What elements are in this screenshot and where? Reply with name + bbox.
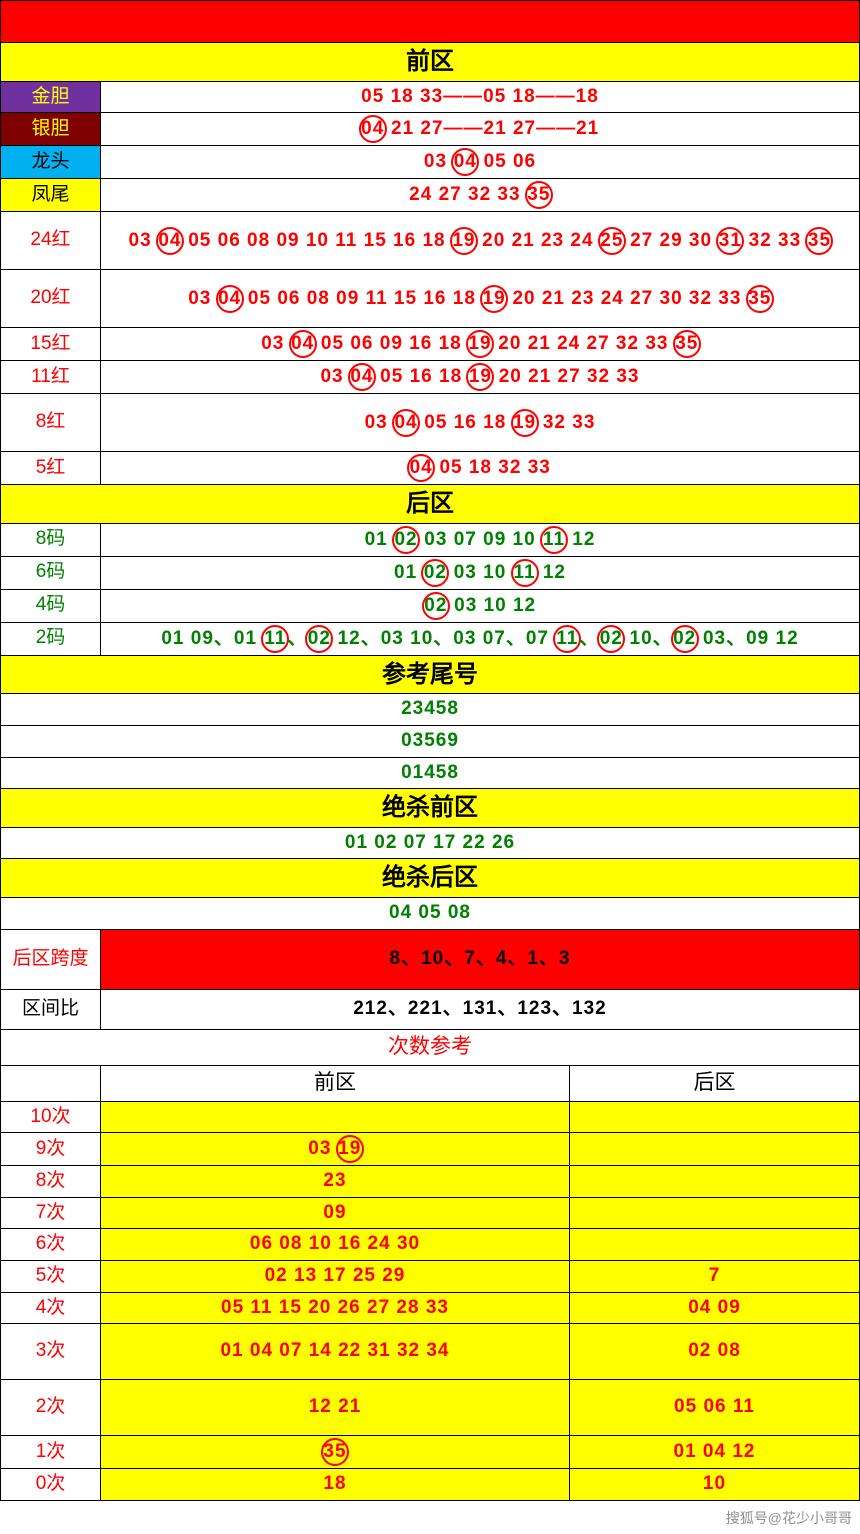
freq-blank	[1, 1065, 101, 1101]
freq-front-4: 06 08 10 16 24 30	[101, 1229, 570, 1261]
freq-label-7: 3次	[1, 1324, 101, 1380]
freq-front-3: 09	[101, 1197, 570, 1229]
front-nums-9: 04 05 18 32 33	[101, 452, 860, 485]
front-label-3: 凤尾	[1, 179, 101, 212]
freq-label-10: 0次	[1, 1469, 101, 1501]
back-nums-1: 01 02 03 10 11 12	[101, 556, 860, 589]
freq-label-0: 10次	[1, 1101, 101, 1133]
freq-back-hdr: 后区	[569, 1065, 859, 1101]
freq-front-0	[101, 1101, 570, 1133]
back-nums-2: 02 03 10 12	[101, 589, 860, 622]
front-nums-1: 04 21 27——21 27——21	[101, 113, 860, 146]
freq-back-10: 10	[569, 1469, 859, 1501]
front-nums-5: 03 04 05 06 08 09 11 15 16 18 19 20 21 2…	[101, 270, 860, 328]
section-tail: 参考尾号	[1, 655, 860, 694]
front-nums-3: 24 27 32 33 35	[101, 179, 860, 212]
front-label-0: 金胆	[1, 81, 101, 113]
front-nums-4: 03 04 05 06 08 09 10 11 15 16 18 19 20 2…	[101, 212, 860, 270]
front-label-6: 15红	[1, 328, 101, 361]
tail-0: 23458	[1, 694, 860, 726]
front-label-1: 银胆	[1, 113, 101, 146]
front-label-4: 24红	[1, 212, 101, 270]
killback-val: 04 05 08	[1, 897, 860, 929]
back-label-3: 2码	[1, 622, 101, 655]
freq-front-9: 35	[101, 1436, 570, 1469]
freq-front-2: 23	[101, 1166, 570, 1198]
freq-front-1: 03 19	[101, 1133, 570, 1166]
back-label-0: 8码	[1, 523, 101, 556]
freq-back-8: 05 06 11	[569, 1380, 859, 1436]
front-label-7: 11红	[1, 361, 101, 394]
back-nums-3: 01 09、01 11、02 12、03 10、03 07、07 11、02 1…	[101, 622, 860, 655]
freq-label-2: 8次	[1, 1166, 101, 1198]
freq-label-8: 2次	[1, 1380, 101, 1436]
freq-back-9: 01 04 12	[569, 1436, 859, 1469]
front-label-8: 8红	[1, 394, 101, 452]
section-freq: 次数参考	[1, 1029, 860, 1065]
front-nums-0: 05 18 33——05 18——18	[101, 81, 860, 113]
lottery-table: 花少小哥哥大乐透2022年010期——贵在坚持，不怕千万次落空，只要一次登顶成功…	[0, 0, 860, 1501]
freq-back-3	[569, 1197, 859, 1229]
front-label-9: 5红	[1, 452, 101, 485]
freq-front-7: 01 04 07 14 22 31 32 34	[101, 1324, 570, 1380]
freq-back-2	[569, 1166, 859, 1198]
watermark: 搜狐号@花少小哥哥	[726, 1508, 852, 1528]
freq-back-7: 02 08	[569, 1324, 859, 1380]
front-nums-8: 03 04 05 16 18 19 32 33	[101, 394, 860, 452]
span-val: 8、10、7、4、1、3	[101, 929, 860, 989]
section-front: 前区	[1, 43, 860, 82]
freq-back-1	[569, 1133, 859, 1166]
front-label-2: 龙头	[1, 146, 101, 179]
ratio-val: 212、221、131、123、132	[101, 989, 860, 1029]
back-nums-0: 01 02 03 07 09 10 11 12	[101, 523, 860, 556]
freq-front-10: 18	[101, 1469, 570, 1501]
freq-front-8: 12 21	[101, 1380, 570, 1436]
back-label-1: 6码	[1, 556, 101, 589]
killfront-val: 01 02 07 17 22 26	[1, 827, 860, 859]
back-label-2: 4码	[1, 589, 101, 622]
freq-label-6: 4次	[1, 1292, 101, 1324]
freq-front-5: 02 13 17 25 29	[101, 1260, 570, 1292]
freq-back-5: 7	[569, 1260, 859, 1292]
freq-back-0	[569, 1101, 859, 1133]
freq-label-3: 7次	[1, 1197, 101, 1229]
title-row: 花少小哥哥大乐透2022年010期——贵在坚持，不怕千万次落空，只要一次登顶成功…	[1, 1, 860, 43]
freq-back-4	[569, 1229, 859, 1261]
span-label: 后区跨度	[1, 929, 101, 989]
freq-label-1: 9次	[1, 1133, 101, 1166]
freq-label-4: 6次	[1, 1229, 101, 1261]
freq-label-5: 5次	[1, 1260, 101, 1292]
freq-back-6: 04 09	[569, 1292, 859, 1324]
front-nums-6: 03 04 05 06 09 16 18 19 20 21 24 27 32 3…	[101, 328, 860, 361]
front-nums-2: 03 04 05 06	[101, 146, 860, 179]
freq-front-6: 05 11 15 20 26 27 28 33	[101, 1292, 570, 1324]
freq-front-hdr: 前区	[101, 1065, 570, 1101]
ratio-label: 区间比	[1, 989, 101, 1029]
tail-1: 03569	[1, 725, 860, 757]
section-killfront: 绝杀前区	[1, 789, 860, 828]
freq-label-9: 1次	[1, 1436, 101, 1469]
section-back: 后区	[1, 485, 860, 524]
tail-2: 01458	[1, 757, 860, 789]
section-killback: 绝杀后区	[1, 859, 860, 898]
front-nums-7: 03 04 05 16 18 19 20 21 27 32 33	[101, 361, 860, 394]
front-label-5: 20红	[1, 270, 101, 328]
